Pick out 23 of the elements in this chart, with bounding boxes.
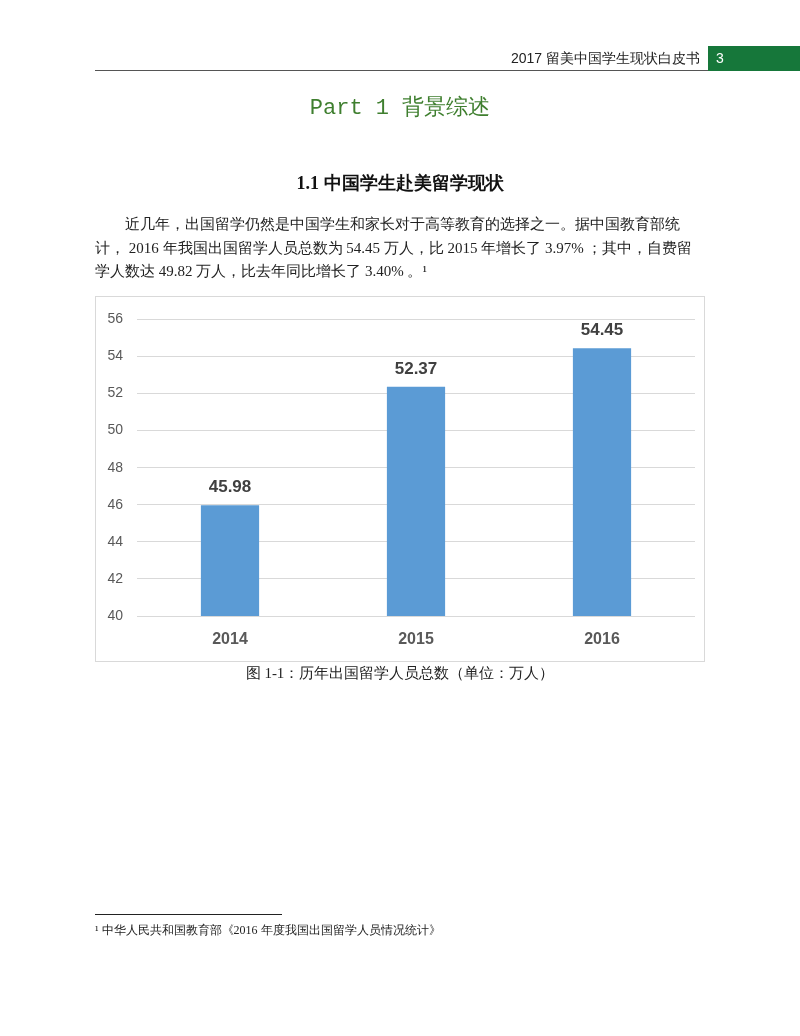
- y-tick-label: 44: [107, 532, 124, 549]
- text: 2017 留美中国学生现状白皮书: [510, 49, 700, 67]
- y-tick-label: 40: [107, 606, 124, 623]
- y-tick-label: 42: [107, 569, 124, 586]
- chart-frame: 2014 2015 2016 40 42 44 46 48 50 52 54 56 45.98 52.37 54.45: [95, 296, 705, 662]
- data-label: 45.98: [208, 477, 252, 497]
- text: 1.1 中国学生赴美留学现状: [296, 172, 504, 195]
- y-tick-label: 48: [107, 458, 124, 475]
- data-label: 54.45: [580, 320, 624, 340]
- x-tick-label: 2015: [398, 630, 434, 648]
- data-label: 52.37: [394, 358, 438, 378]
- text: ¹ 中华人民共和国教育部《2016 年度我国出国留学人员情况统计》: [95, 922, 441, 938]
- x-tick-label: 2014: [212, 630, 248, 648]
- text: 图 1-1：历年出国留学人员总数（单位：万人）: [245, 664, 555, 683]
- text: 近几年，出国留学仍然是中国学生和家长对于高等教育的选择之一。据中国教育部统计， 2016 年我国出国留学人员总数为 54.45 万人，比 2015 年增长了 3.97% ；其中，自费留学人数达 49.82 万人，比去年同比增长了 3.40% 。¹: [95, 215, 694, 281]
- y-tick-label: 54: [107, 347, 124, 364]
- text: 3: [716, 49, 724, 67]
- x-tick-label: 2016: [584, 630, 620, 648]
- y-tick-label: 56: [107, 310, 124, 327]
- y-tick-label: 46: [107, 495, 124, 512]
- y-tick-label: 50: [107, 421, 124, 438]
- y-tick-label: 52: [107, 384, 124, 401]
- text: Part 1 背景综述: [309, 95, 491, 123]
